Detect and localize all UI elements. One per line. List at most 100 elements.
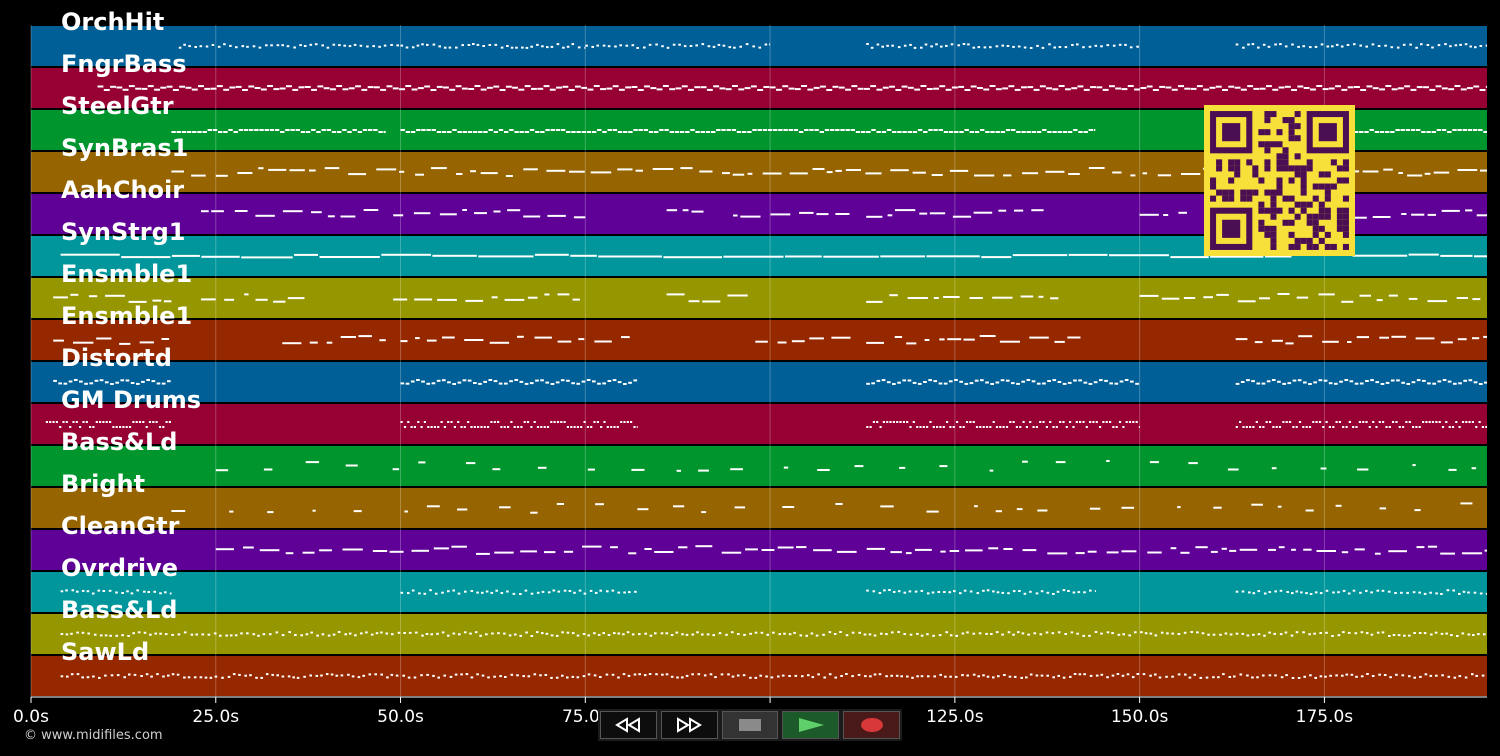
note bbox=[990, 131, 995, 133]
qr-module bbox=[1288, 219, 1295, 226]
note bbox=[507, 426, 510, 428]
note bbox=[1478, 421, 1481, 423]
note bbox=[282, 342, 302, 345]
note bbox=[1013, 675, 1017, 678]
note bbox=[983, 46, 987, 49]
note bbox=[311, 211, 322, 214]
note bbox=[146, 379, 150, 381]
note bbox=[1459, 43, 1462, 46]
qr-module bbox=[1264, 207, 1271, 214]
note bbox=[1021, 632, 1025, 635]
note bbox=[1427, 300, 1448, 303]
note bbox=[914, 88, 921, 91]
note bbox=[1147, 551, 1162, 554]
note bbox=[1071, 87, 1078, 90]
note bbox=[1344, 379, 1349, 381]
note bbox=[1425, 421, 1428, 423]
note bbox=[866, 215, 883, 218]
note bbox=[1020, 676, 1023, 679]
note bbox=[544, 293, 550, 296]
note bbox=[1252, 426, 1255, 428]
note bbox=[288, 631, 291, 634]
note bbox=[76, 631, 79, 634]
note bbox=[1405, 129, 1411, 131]
note bbox=[347, 131, 352, 133]
note bbox=[754, 631, 758, 634]
note bbox=[857, 673, 861, 676]
note bbox=[1371, 675, 1375, 677]
note bbox=[504, 298, 525, 301]
note bbox=[460, 426, 463, 428]
note bbox=[1379, 336, 1389, 339]
note bbox=[506, 590, 509, 593]
note bbox=[889, 294, 898, 297]
note bbox=[943, 591, 946, 593]
fast-forward-button[interactable] bbox=[660, 711, 718, 739]
note bbox=[240, 632, 243, 635]
note bbox=[467, 379, 472, 382]
note bbox=[889, 421, 892, 423]
note bbox=[70, 673, 74, 676]
note bbox=[985, 632, 988, 635]
note bbox=[1318, 379, 1323, 382]
note bbox=[939, 465, 948, 468]
note bbox=[431, 382, 436, 385]
note bbox=[1247, 43, 1250, 46]
note bbox=[110, 85, 116, 88]
note bbox=[164, 591, 167, 594]
note bbox=[383, 131, 386, 133]
note bbox=[1338, 421, 1341, 423]
note bbox=[969, 297, 983, 299]
note bbox=[1193, 673, 1197, 676]
note bbox=[964, 129, 969, 131]
note bbox=[1324, 675, 1327, 678]
note bbox=[1481, 674, 1485, 677]
note bbox=[557, 293, 570, 296]
note bbox=[616, 426, 619, 428]
note bbox=[954, 131, 959, 133]
note bbox=[945, 88, 952, 91]
note bbox=[260, 88, 267, 91]
note bbox=[1100, 673, 1104, 676]
note bbox=[1447, 675, 1451, 678]
note bbox=[1471, 421, 1474, 423]
rewind-button[interactable] bbox=[600, 711, 657, 739]
note bbox=[418, 592, 421, 595]
note bbox=[1309, 593, 1313, 595]
note bbox=[662, 85, 669, 87]
note bbox=[992, 590, 995, 593]
note bbox=[225, 634, 228, 637]
note bbox=[986, 675, 990, 678]
stop-button[interactable] bbox=[721, 711, 779, 739]
note bbox=[128, 85, 135, 88]
note bbox=[562, 46, 565, 49]
note bbox=[881, 131, 887, 133]
note bbox=[257, 634, 260, 637]
track-notes bbox=[201, 209, 1487, 219]
note bbox=[519, 380, 524, 383]
note bbox=[1445, 632, 1448, 635]
note bbox=[930, 45, 933, 48]
note bbox=[102, 590, 106, 592]
note bbox=[1210, 255, 1264, 258]
play-button[interactable] bbox=[782, 711, 840, 739]
qr-module bbox=[1234, 171, 1241, 178]
note bbox=[1140, 631, 1143, 634]
note bbox=[649, 634, 653, 637]
note bbox=[373, 129, 378, 131]
note bbox=[213, 632, 217, 635]
note bbox=[195, 633, 198, 636]
note bbox=[1360, 89, 1367, 91]
note bbox=[340, 674, 344, 677]
record-button[interactable] bbox=[843, 711, 900, 739]
note bbox=[201, 210, 209, 213]
note bbox=[102, 421, 105, 423]
note bbox=[1067, 381, 1072, 384]
note bbox=[826, 89, 833, 91]
note bbox=[583, 421, 586, 423]
qr-module bbox=[1258, 219, 1265, 226]
note bbox=[363, 209, 379, 211]
note bbox=[628, 591, 631, 594]
note bbox=[273, 300, 286, 303]
note bbox=[1259, 297, 1270, 300]
